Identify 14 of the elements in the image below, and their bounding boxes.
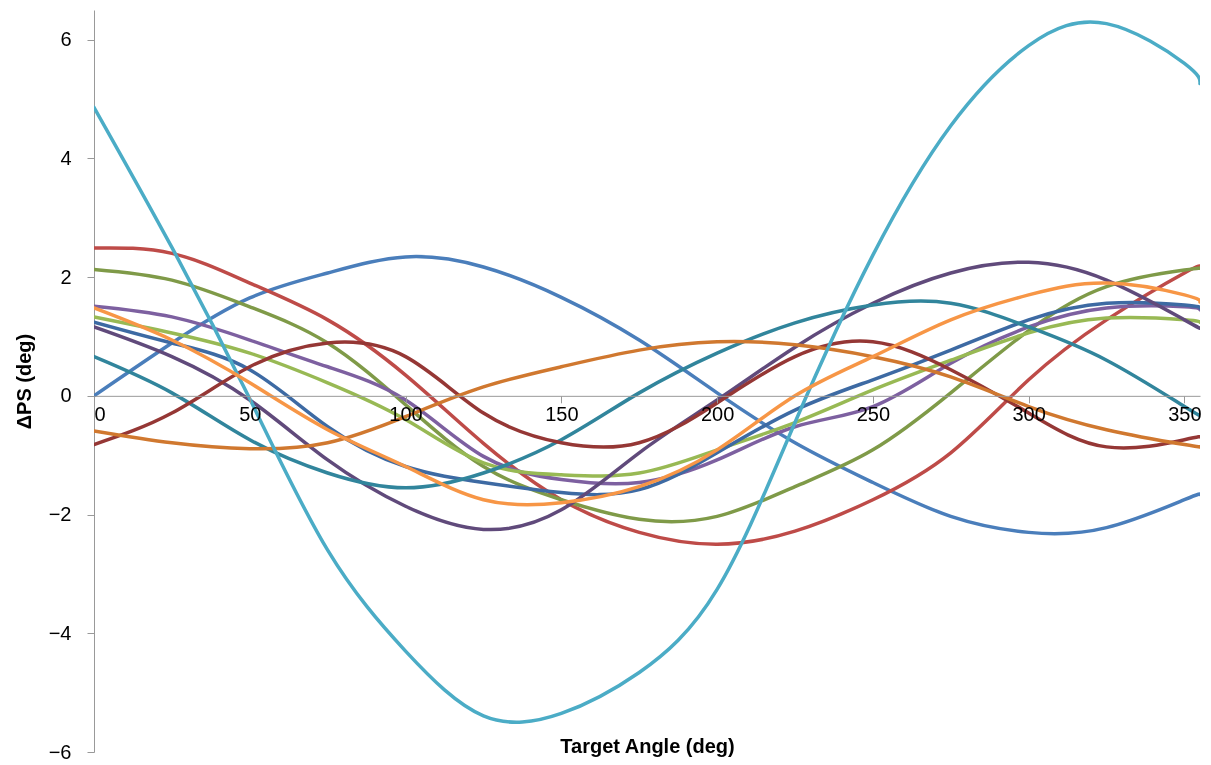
x-axis-title: Target Angle (deg) bbox=[560, 734, 735, 757]
x-tick-label: 350 bbox=[1168, 403, 1202, 426]
y-tick-label: −6 bbox=[48, 740, 72, 763]
y-tick-label: 4 bbox=[60, 146, 72, 169]
x-tick-label: 250 bbox=[856, 403, 891, 426]
y-tick-label: 6 bbox=[60, 28, 72, 51]
x-tick-label: 0 bbox=[94, 403, 106, 426]
y-tick-label: −2 bbox=[48, 503, 72, 526]
y-tick-label: −4 bbox=[48, 621, 72, 644]
x-tick-label: 200 bbox=[700, 403, 735, 426]
x-tick-label: 150 bbox=[545, 403, 579, 426]
y-axis-title: ΔPS (deg) bbox=[12, 333, 35, 430]
y-tick-label: 2 bbox=[60, 265, 72, 288]
y-tick-label: 0 bbox=[60, 384, 72, 407]
